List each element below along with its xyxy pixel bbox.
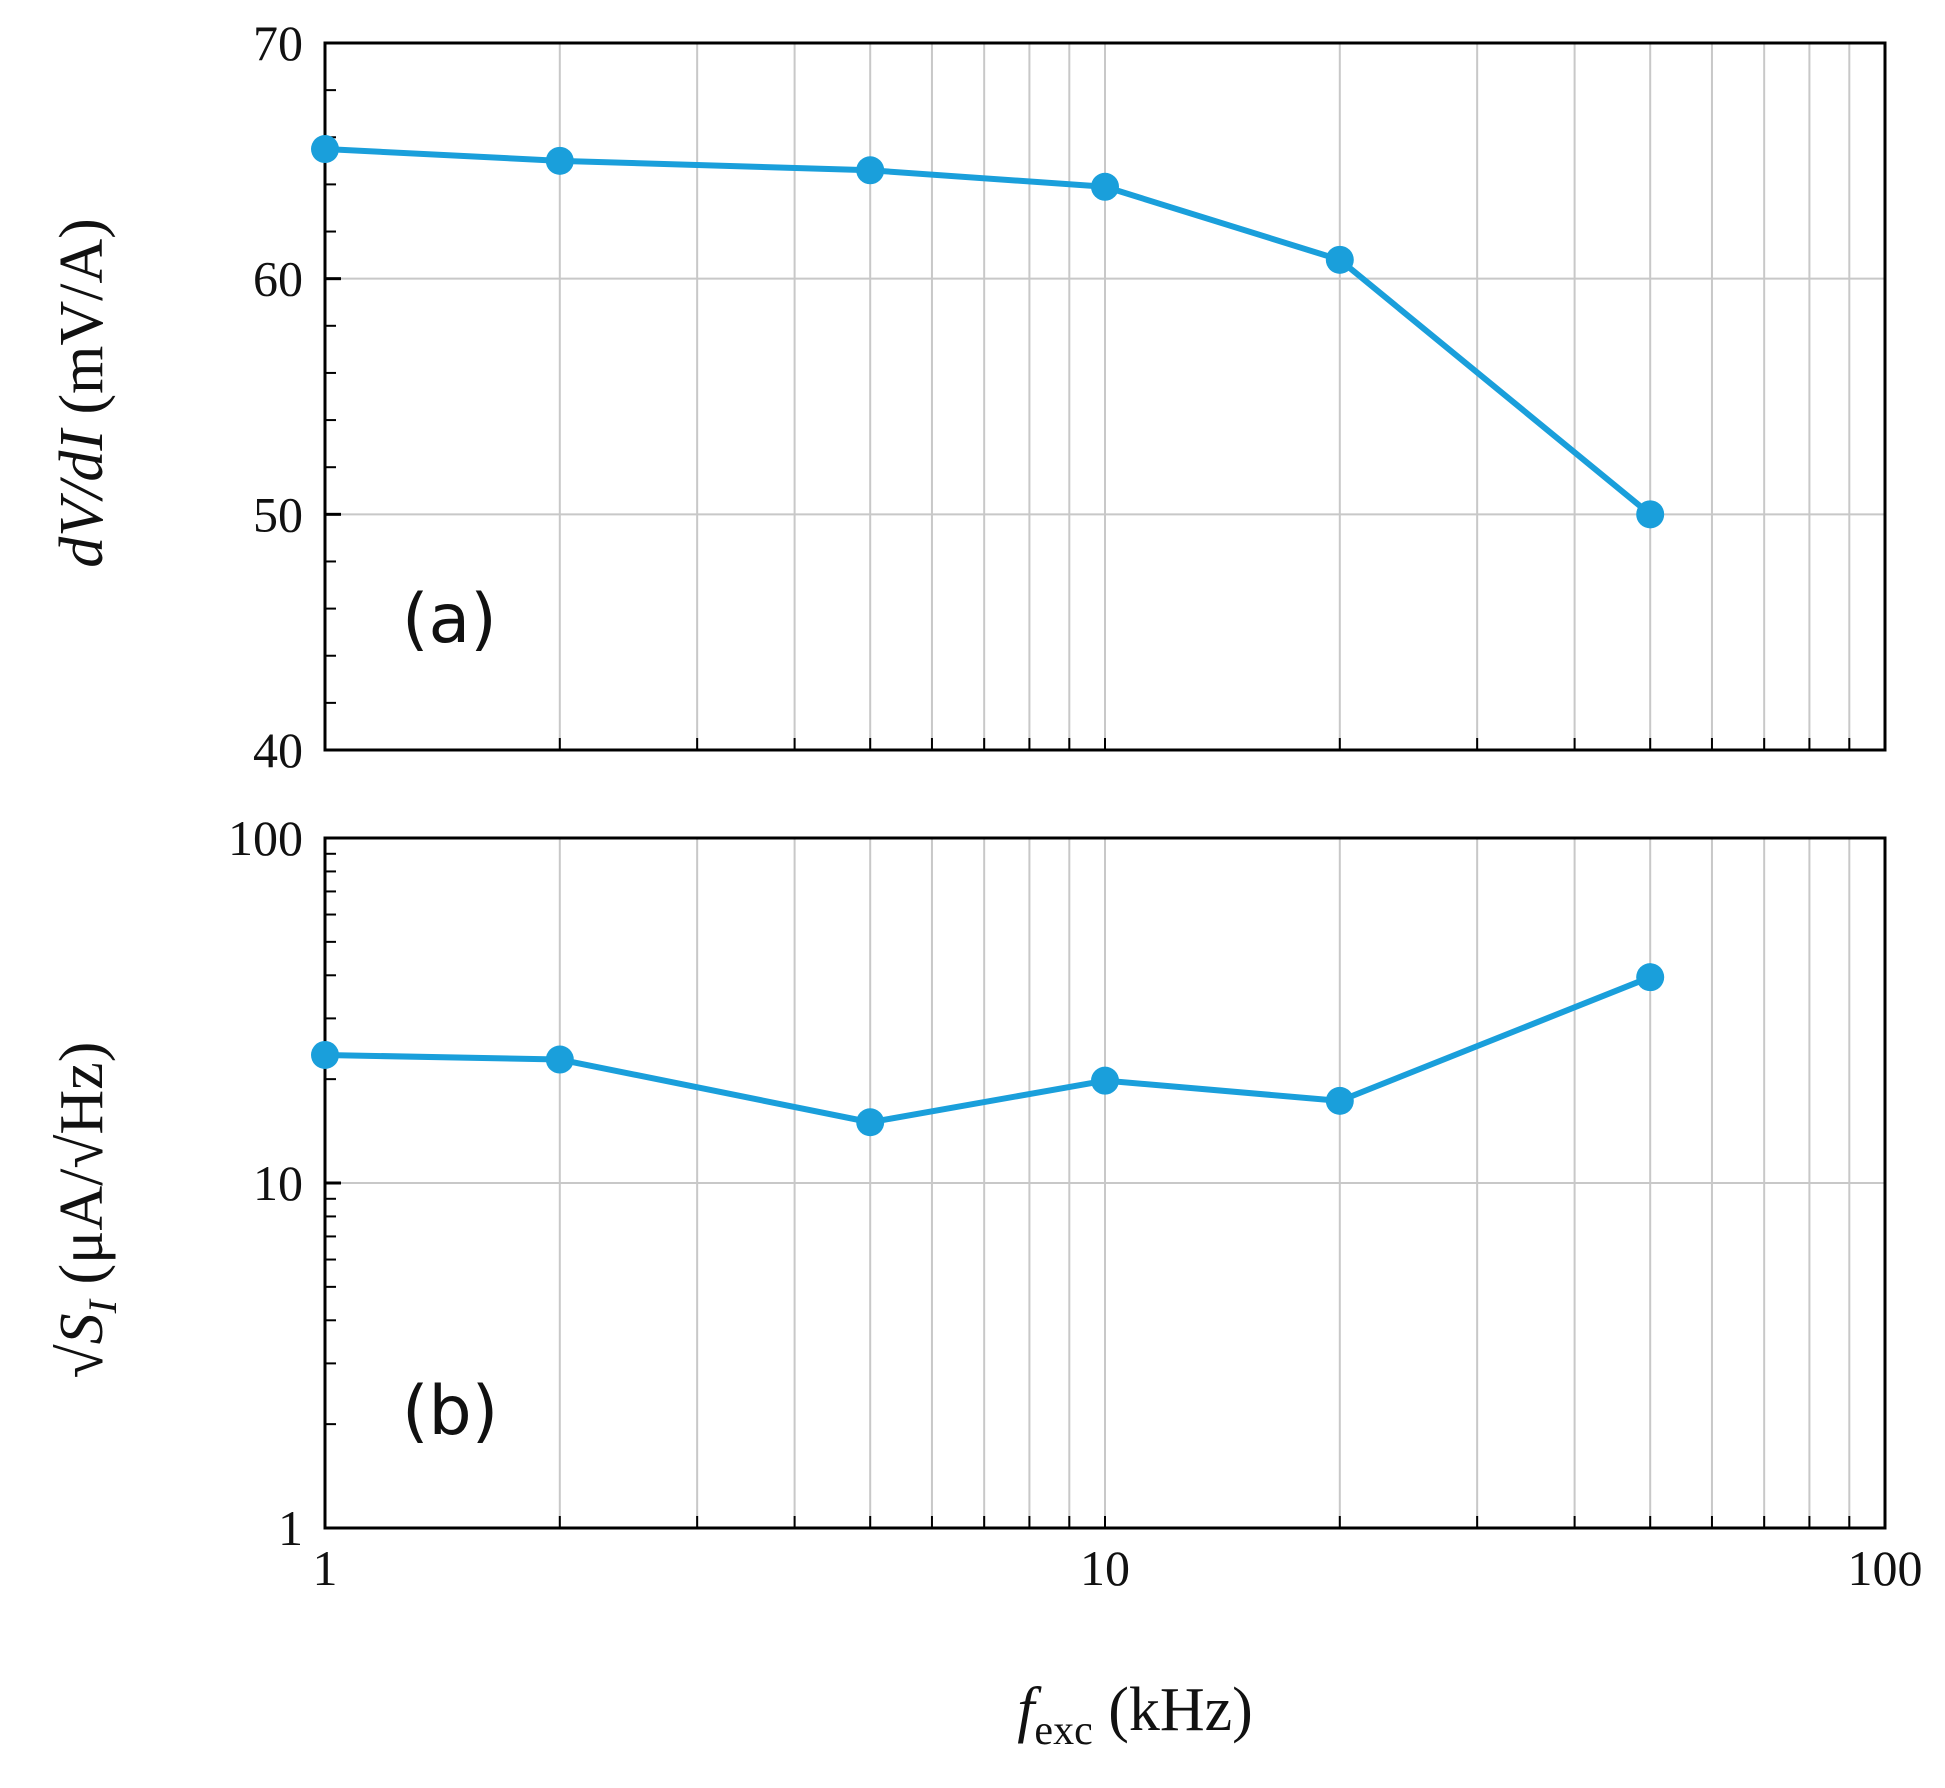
data-point [1636, 963, 1665, 992]
panel-b-label: (b) [402, 1372, 498, 1451]
panel-b-ylabel-unit: (μA/√Hz) [48, 1042, 116, 1300]
panel-a-series [311, 135, 1665, 529]
data-point [1325, 245, 1354, 274]
data-point [545, 146, 574, 175]
data-point [545, 1045, 574, 1074]
x-axis-label: fexc (kHz) [1017, 1676, 1253, 1754]
y-tick-label: 40 [253, 722, 303, 778]
y-tick-label: 1 [278, 1500, 303, 1556]
series-line [324, 146, 1653, 517]
data-point [1636, 500, 1665, 529]
panel-a-ylabel: dV/dI (mV/A) [48, 218, 116, 568]
panel-a-ylabel-italic: dV/dI [48, 427, 116, 568]
x-tick-label: 10 [1080, 1540, 1130, 1596]
x-axis-label-unit: (kHz) [1093, 1676, 1253, 1744]
y-tick-label: 50 [253, 486, 303, 542]
panel-b-ticks [325, 836, 1851, 1530]
panel-a: 40 50 60 70 (a) dV/dI (mV/A) [48, 15, 1887, 778]
y-tick-label: 10 [253, 1155, 303, 1211]
panel-b-grid [325, 838, 1885, 1528]
panel-b-ylabel-prefix: √ [48, 1344, 116, 1378]
panel-a-grid [325, 43, 1885, 750]
panel-a-label: (a) [402, 580, 497, 659]
panel-b-ylabel-italic: S [48, 1313, 116, 1344]
x-tick-labels: 1 10 100 [313, 1540, 1923, 1596]
panel-b-ytick-labels: 1 10 100 [228, 810, 303, 1556]
panel-a-ytick-labels: 40 50 60 70 [253, 15, 303, 778]
x-tick-label: 1 [313, 1540, 338, 1596]
data-point [311, 135, 339, 164]
panel-b-ylabel: √SI (μA/√Hz) [48, 1042, 125, 1379]
data-point [856, 156, 885, 185]
x-axis-label-sub: exc [1034, 1708, 1092, 1754]
data-point [1091, 172, 1119, 201]
y-tick-label: 70 [253, 15, 303, 71]
panel-b-ylabel-sub: I [80, 1298, 125, 1314]
x-tick-label: 100 [1848, 1540, 1923, 1596]
series-line [324, 974, 1652, 1126]
panel-b-series [311, 963, 1665, 1137]
y-tick-label: 60 [253, 251, 303, 307]
panel-a-ylabel-unit: (mV/A) [48, 218, 116, 430]
panel-a-ticks [325, 41, 1851, 752]
data-point [1091, 1066, 1119, 1095]
data-point [311, 1040, 339, 1069]
data-point [856, 1108, 885, 1137]
panel-b: 1 10 100 (b) √SI (μA/√Hz) [48, 810, 1887, 1556]
y-tick-label: 100 [228, 810, 303, 866]
data-point [1325, 1086, 1354, 1115]
